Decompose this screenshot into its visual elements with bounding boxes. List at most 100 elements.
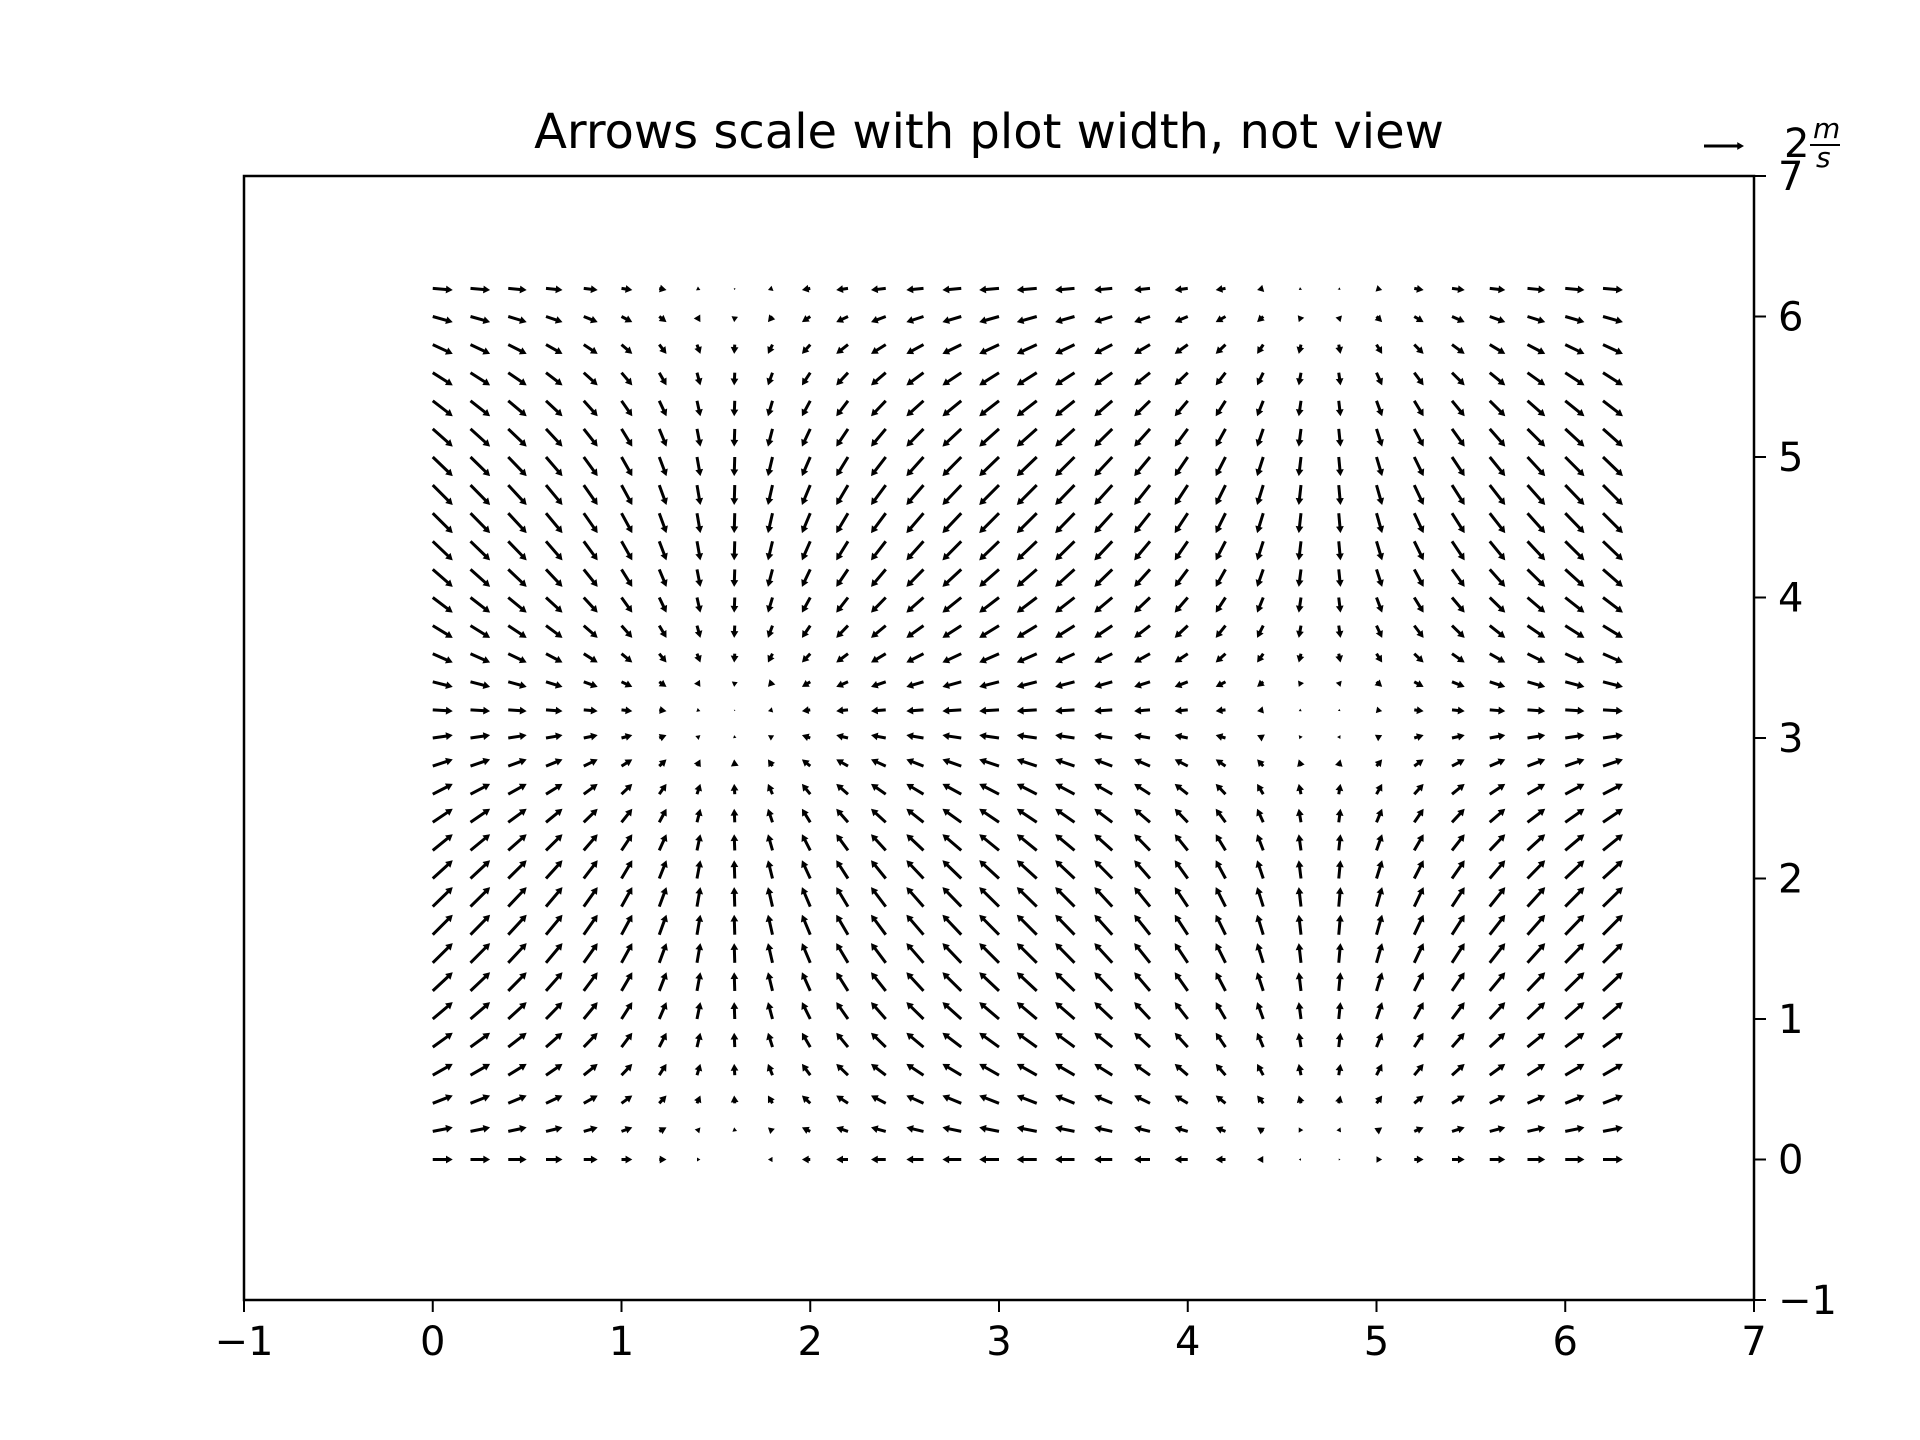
quiver-arrow	[1174, 652, 1189, 663]
quiver-arrow	[583, 680, 598, 689]
quiver-arrow	[1335, 344, 1344, 354]
quiver-arrow	[582, 512, 598, 534]
quiver-arrow	[765, 512, 774, 534]
quiver-arrow	[1413, 1063, 1424, 1077]
quiver-arrow	[942, 1063, 963, 1077]
x-tick-label: 4	[1175, 1319, 1200, 1365]
quiver-arrow	[1412, 834, 1424, 852]
quiver-arrow	[469, 808, 491, 824]
quiver-arrow	[1094, 540, 1114, 561]
quiver-arrow	[765, 860, 774, 879]
quiver-arrow	[1564, 887, 1585, 908]
quiver-arrow	[906, 834, 925, 852]
quiver-arrow	[1375, 343, 1383, 354]
quiver-arrow	[1526, 427, 1546, 447]
quiver-arrow	[1134, 315, 1151, 324]
quiver-arrow	[1134, 456, 1152, 477]
quiver-arrow	[730, 485, 739, 506]
quiver-arrow	[469, 371, 491, 386]
quiver-arrow	[1412, 400, 1424, 417]
quiver-arrow	[1488, 371, 1506, 386]
x-tick-label: −1	[215, 1319, 274, 1365]
quiver-arrow	[836, 315, 849, 323]
quiver-arrow	[1412, 972, 1425, 992]
quiver-arrow	[657, 887, 668, 908]
quiver-arrow	[431, 972, 453, 992]
quiver-arrow	[801, 1032, 812, 1048]
quiver-arrow	[507, 914, 527, 936]
quiver-arrow	[470, 1155, 491, 1164]
quiver-arrow	[545, 680, 563, 689]
quiver-arrow	[507, 972, 527, 992]
quiver-arrow	[507, 315, 527, 324]
quiver-arrow	[836, 808, 850, 824]
quiver-arrow	[1412, 512, 1425, 534]
quiver-arrow	[1526, 1032, 1546, 1049]
quiver-arrow	[1526, 914, 1546, 936]
quiver-arrow	[1489, 315, 1506, 324]
quiver-arrow	[836, 596, 850, 613]
quiver-arrow	[1488, 596, 1506, 613]
quiver-arrow	[1451, 343, 1465, 354]
quiver-arrow	[1602, 371, 1623, 386]
quiver-arrow	[582, 1063, 598, 1077]
quiver-arrow	[1174, 624, 1189, 638]
quiver-arrow	[1016, 285, 1037, 294]
quiver-arrow	[1016, 624, 1038, 638]
quiver-arrow	[507, 427, 527, 447]
quiver-arrow	[906, 783, 925, 796]
quiver-arrow	[836, 456, 850, 477]
quiver-arrow	[695, 541, 704, 561]
quiver-arrow	[1255, 1002, 1265, 1020]
quiver-arrow	[767, 285, 774, 292]
quiver-arrow	[1450, 834, 1465, 852]
quiver-arrow	[1055, 652, 1076, 664]
y-tick-label: 7	[1778, 154, 1803, 200]
quiver-arrow	[431, 834, 453, 852]
quiver-arrow	[1375, 972, 1384, 992]
quiver-arrow	[693, 314, 701, 323]
quiver-arrow	[1526, 972, 1546, 992]
quiver-arrow	[507, 943, 527, 964]
quiver-arrow	[469, 512, 491, 534]
quiver-arrow	[1488, 1032, 1506, 1049]
quiver-arrow	[1295, 860, 1304, 879]
quiver-arrow	[658, 1127, 667, 1135]
quiver-arrow	[620, 568, 633, 587]
quiver-arrow	[1016, 1155, 1037, 1164]
quiver-arrow	[1016, 860, 1038, 880]
quiver-arrow	[871, 1155, 886, 1164]
quiver-arrow	[507, 783, 527, 796]
quiver-arrow	[1215, 400, 1227, 417]
y-tick-label: 3	[1778, 716, 1803, 762]
quiver-arrow	[545, 1063, 563, 1077]
quiver-arrow	[432, 343, 453, 355]
quiver-arrow	[1295, 456, 1304, 477]
quiver-arrow	[1134, 512, 1152, 534]
quiver-arrow	[1564, 972, 1585, 992]
quiver-arrow	[1055, 427, 1076, 447]
quiver-arrow	[730, 597, 739, 613]
quiver-arrow	[658, 759, 667, 768]
quiver-arrow	[1488, 808, 1506, 824]
quiver-arrow	[1055, 315, 1075, 324]
quiver-arrow	[1174, 759, 1189, 768]
quiver-arrow	[942, 1002, 963, 1021]
quiver-arrow	[906, 512, 925, 534]
quiver-arrow	[1016, 732, 1037, 740]
quiver-arrow	[942, 315, 962, 324]
quiver-arrow	[1215, 343, 1227, 354]
quiver-arrow	[1134, 887, 1152, 908]
quiver-arrow	[871, 732, 887, 741]
quiver-arrow	[1526, 834, 1546, 852]
quiver-arrow	[620, 783, 633, 796]
quiver-arrow	[1602, 808, 1623, 824]
quiver-arrow	[1451, 732, 1465, 741]
quiver-arrow	[1375, 887, 1385, 908]
quiver-arrow	[1016, 343, 1038, 355]
quiver-arrow	[1295, 887, 1304, 907]
quiver-arrow	[1055, 914, 1076, 936]
quiver-arrow	[1412, 860, 1424, 880]
quiver-arrow	[470, 1124, 491, 1133]
quiver-arrow	[1134, 834, 1152, 852]
